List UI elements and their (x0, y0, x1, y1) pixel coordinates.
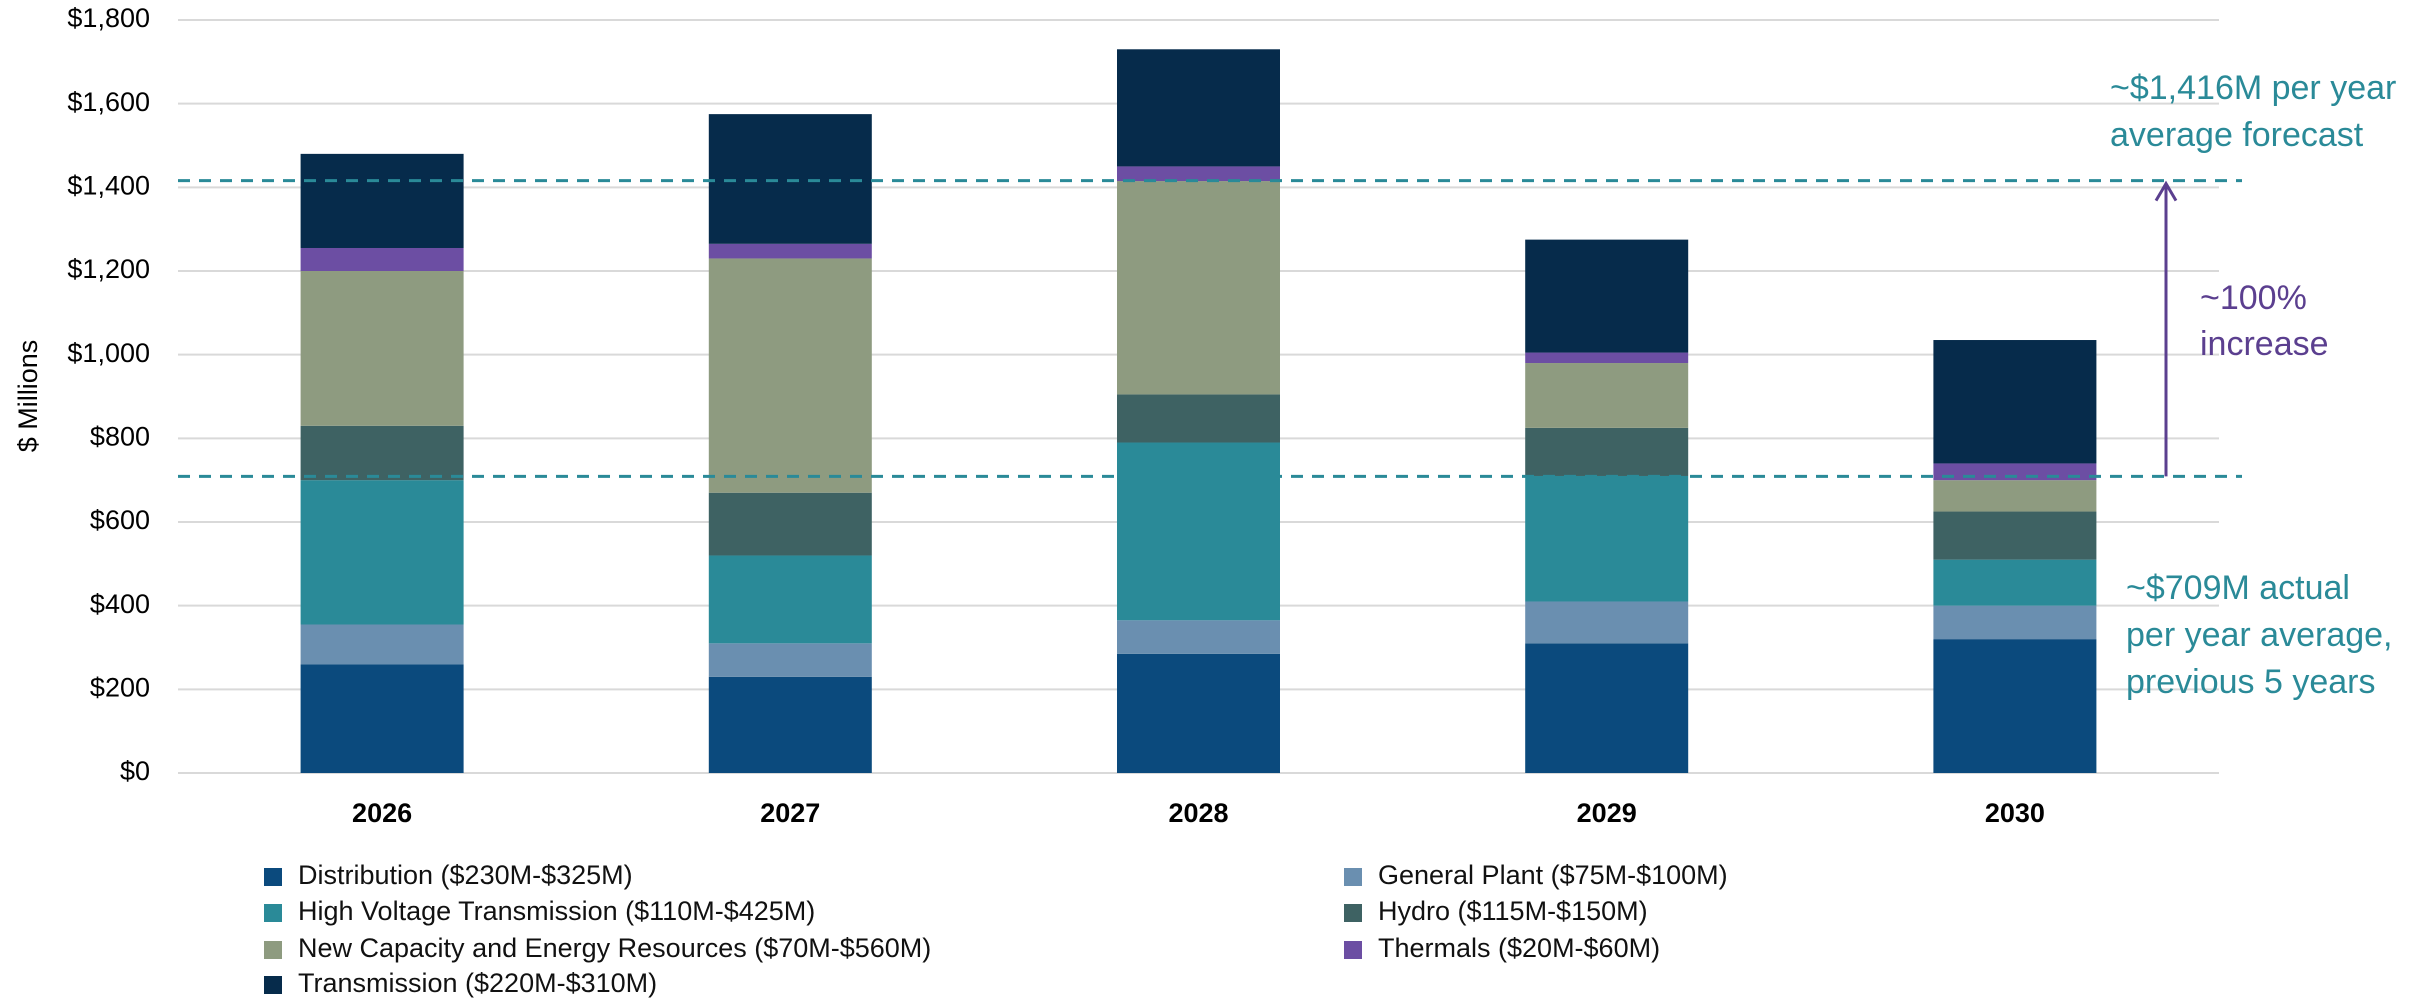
bar-segment (1525, 475, 1689, 602)
bar-segment (708, 258, 872, 493)
bar-segment (1933, 340, 2097, 464)
y-tick-label: $600 (90, 505, 150, 535)
x-tick-label: 2029 (1577, 798, 1637, 828)
reference-label: average forecast (2110, 116, 2364, 154)
legend-label: Transmission ($220M-$310M) (298, 968, 657, 998)
bar-segment (300, 271, 464, 426)
increase-label: increase (2200, 325, 2329, 363)
x-tick-label: 2030 (1985, 798, 2045, 828)
y-tick-label: $1,400 (67, 170, 150, 200)
bar-segment (708, 243, 872, 259)
bar-segment (1933, 605, 2097, 640)
bar-segment (1933, 559, 2097, 606)
bar-segment (300, 664, 464, 773)
bar-segment (1117, 49, 1280, 167)
bar-segment (1933, 639, 2097, 773)
legend-swatch (1344, 868, 1362, 886)
legend-label: General Plant ($75M-$100M) (1378, 860, 1728, 890)
bar-segment (300, 624, 464, 665)
increase-label: ~100% (2200, 279, 2307, 317)
legend-swatch (264, 941, 282, 959)
bar-segment (1117, 181, 1280, 395)
bar-segment (708, 114, 872, 244)
bar-segment (708, 555, 872, 644)
bar-segment (1525, 239, 1689, 353)
y-tick-label: $1,000 (67, 338, 150, 368)
legend-label: Distribution ($230M-$325M) (298, 860, 633, 890)
x-tick-label: 2027 (760, 798, 820, 828)
bar-segment (300, 480, 464, 625)
bar-segment (1117, 620, 1280, 654)
bar-segment (1525, 643, 1689, 773)
bar-segment (1525, 352, 1689, 364)
bar-segment (1933, 480, 2097, 512)
bar-segment (1117, 394, 1280, 443)
reference-label: ~$1,416M per year (2110, 69, 2396, 107)
bar-segment (300, 153, 464, 248)
y-tick-label: $0 (120, 756, 150, 786)
reference-label: per year average, (2126, 616, 2393, 654)
bar-segment (708, 643, 872, 677)
legend-swatch (264, 976, 282, 994)
bar-segment (1525, 427, 1689, 476)
bar-segment (708, 676, 872, 773)
legend-label: Hydro ($115M-$150M) (1378, 896, 1648, 926)
y-axis-label: $ Millions (13, 340, 43, 453)
legend-swatch (264, 868, 282, 886)
reference-label: previous 5 years (2126, 663, 2375, 701)
y-tick-label: $800 (90, 421, 150, 451)
legend-swatch (1344, 941, 1362, 959)
bar-segment (1933, 511, 2097, 560)
bar-segment (1117, 653, 1280, 773)
legend-label: Thermals ($20M-$60M) (1378, 933, 1660, 963)
arrow-head (2154, 180, 2178, 202)
bar-segment (708, 492, 872, 556)
y-tick-label: $1,600 (67, 87, 150, 117)
bar-segment (1117, 166, 1280, 182)
y-tick-label: $200 (90, 672, 150, 702)
legend-swatch (1344, 904, 1362, 922)
y-tick-label: $1,800 (67, 3, 150, 33)
x-tick-label: 2028 (1168, 798, 1228, 828)
legend-label: High Voltage Transmission ($110M-$425M) (298, 896, 815, 926)
bar-segment (300, 425, 464, 481)
legend-label: New Capacity and Energy Resources ($70M-… (298, 933, 931, 963)
reference-label: ~$709M actual (2126, 569, 2350, 607)
legend-swatch (264, 904, 282, 922)
y-tick-label: $400 (90, 589, 150, 619)
bar-segment (1525, 363, 1689, 428)
x-tick-label: 2026 (352, 798, 412, 828)
bar-segment (1525, 601, 1689, 644)
y-tick-label: $1,200 (67, 254, 150, 284)
bar-segment (300, 247, 464, 271)
bar-segment (1117, 442, 1280, 621)
